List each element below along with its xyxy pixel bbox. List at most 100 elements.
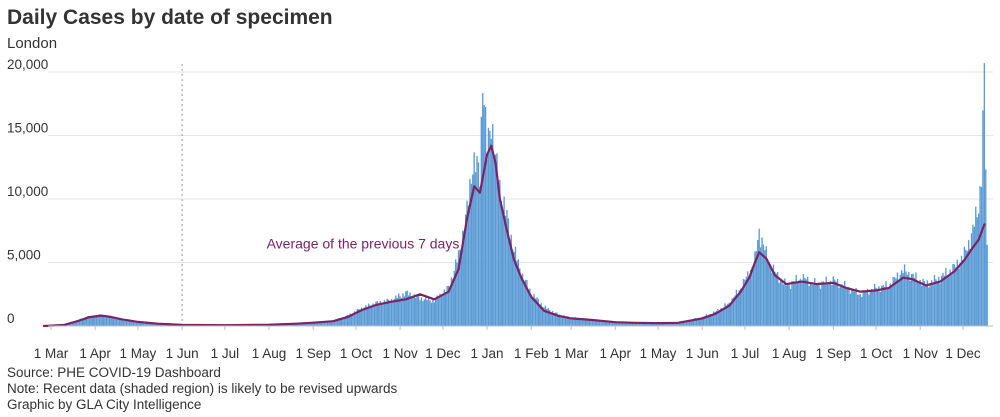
average-line [42,144,986,328]
daily-case-bar [71,322,74,326]
daily-case-bar [118,319,121,326]
daily-case-bar [111,318,113,326]
average-line-series [42,144,986,328]
x-tick-label: 1 May [640,346,677,361]
daily-case-bar [291,323,293,326]
daily-case-bar [81,319,83,326]
daily-case-bar [876,288,879,326]
daily-case-bar [550,312,552,326]
daily-case-bar [650,322,652,326]
daily-case-bar [802,274,805,326]
daily-case-bar [654,322,656,326]
daily-case-bar [804,277,806,326]
daily-case-bar [385,302,387,326]
daily-case-bar [141,322,143,326]
daily-case-bar [949,269,951,326]
daily-case-bar [124,320,126,326]
daily-case-bar [675,322,678,326]
daily-case-bar [630,322,632,326]
daily-case-bar [600,320,602,326]
daily-case-bar [557,315,559,326]
daily-case-bar [383,300,386,326]
daily-case-bar [332,321,334,326]
daily-case-bar [910,274,913,326]
daily-case-bar [564,316,567,326]
daily-case-bar [322,321,324,326]
daily-case-bar [91,315,93,326]
daily-case-bar [456,262,458,326]
daily-case-bar [490,138,492,326]
x-tick-label: 1 Sep [296,346,331,361]
daily-case-bar [824,282,826,326]
daily-case-bar [939,283,941,326]
daily-case-bar [463,233,465,326]
daily-case-bar [523,281,525,326]
daily-case-bar [514,246,517,326]
daily-case-bar [506,210,508,326]
daily-case-bar [83,318,85,326]
daily-case-bar [526,279,528,326]
daily-case-bar [885,281,887,326]
daily-case-bar [739,288,742,326]
daily-case-bar [513,251,515,326]
daily-case-bar [688,320,691,326]
daily-case-bar [316,321,319,326]
daily-case-bar [967,240,970,326]
daily-case-bar [328,320,330,326]
daily-case-bar [446,286,448,326]
daily-case-bar [613,322,615,326]
daily-case-bar [635,322,638,326]
daily-case-bar [841,284,843,326]
daily-case-bar [976,217,978,326]
daily-case-bar [386,298,388,326]
daily-case-bar [930,280,933,326]
daily-case-bar [157,323,159,326]
daily-case-bar [519,268,521,326]
x-tick-label: 1 Feb [514,346,549,361]
daily-case-bar [573,318,575,326]
daily-case-bar [567,316,569,326]
daily-case-bar [616,321,618,326]
daily-case-bar [104,317,106,326]
daily-case-bar [489,130,491,326]
daily-case-bar [400,297,403,326]
daily-case-bar [932,283,934,326]
daily-case-bar [348,315,350,326]
daily-case-bar [891,286,893,326]
daily-case-bar [787,284,789,326]
daily-case-bar [154,323,156,326]
x-tick-label: 1 Nov [382,346,418,361]
y-tick-label: 5,000 [7,248,41,263]
daily-case-bar [476,155,478,326]
daily-case-bar [608,321,611,326]
daily-case-bar [618,322,621,326]
daily-case-bar [875,287,877,326]
daily-case-bar [848,287,850,326]
daily-case-bar [611,321,614,326]
x-tick-label: 1 Oct [340,346,373,361]
daily-case-bar [125,320,128,326]
daily-case-bar [574,317,577,326]
daily-case-bar [812,284,815,326]
daily-case-bar [447,285,450,326]
daily-case-bar [382,303,384,326]
daily-case-bar [440,296,443,326]
daily-case-bar [101,315,103,326]
daily-case-bar [695,318,698,326]
daily-case-bar [435,298,437,326]
daily-case-bar [529,288,531,326]
daily-case-bar [794,281,796,326]
daily-case-bar [748,278,750,326]
daily-case-bar [908,271,910,326]
daily-case-bar [735,289,738,326]
daily-case-bar [516,260,518,326]
daily-case-bar [829,280,832,326]
daily-case-bar [792,281,795,326]
daily-case-bar [405,291,407,326]
daily-case-bar [767,262,769,326]
daily-case-bar [581,318,584,326]
daily-case-bar [965,249,967,326]
daily-case-bar [628,322,631,326]
x-tick-label: 1 Dec [425,346,461,361]
daily-case-bar [87,315,89,326]
